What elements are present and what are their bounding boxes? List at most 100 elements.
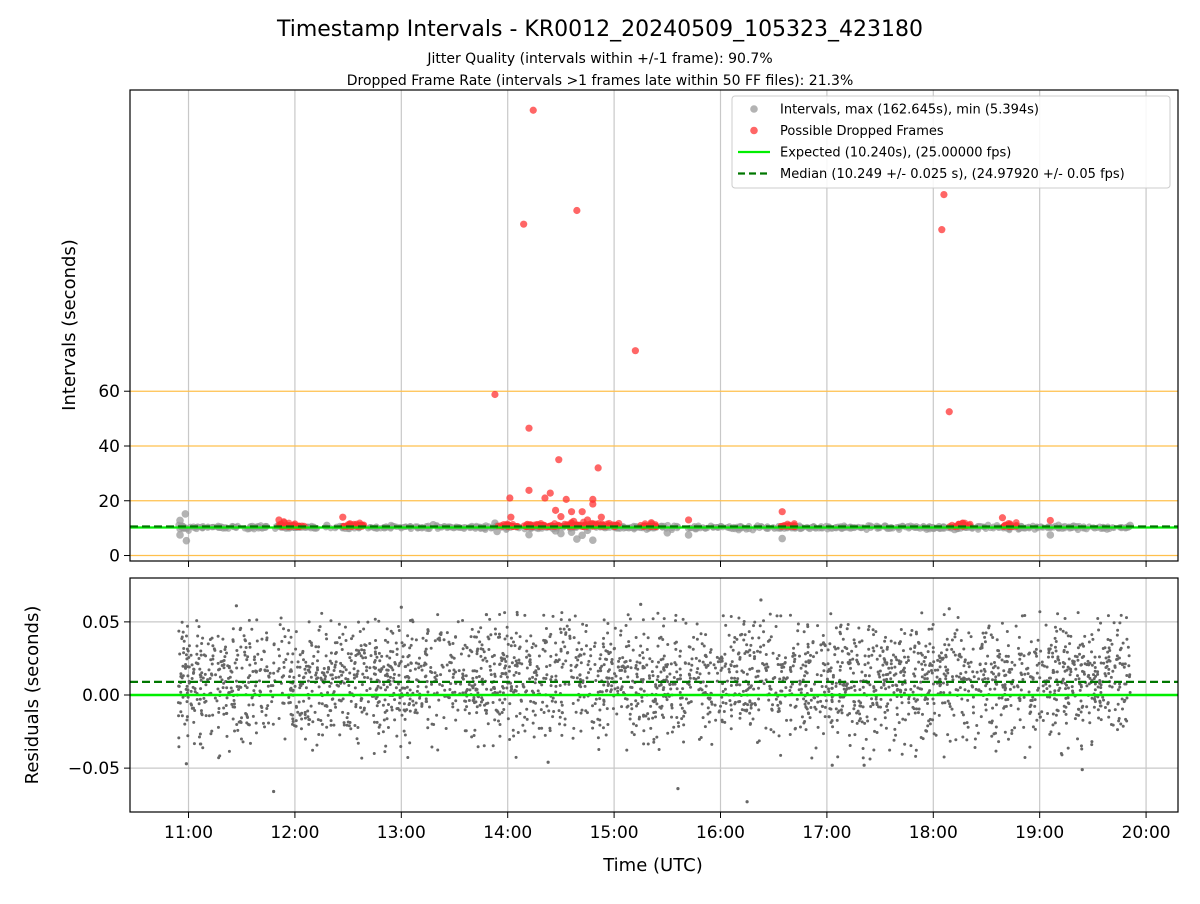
residual-point	[988, 687, 992, 691]
residual-point	[190, 703, 194, 707]
residual-point	[687, 662, 691, 666]
interval-point	[567, 528, 576, 537]
residual-point	[661, 637, 665, 641]
residual-point	[277, 647, 281, 651]
residual-point	[398, 701, 402, 705]
residual-point	[650, 659, 654, 663]
residual-point	[202, 696, 206, 700]
residual-point	[907, 712, 911, 716]
residual-point	[233, 661, 237, 665]
residual-point	[1078, 688, 1082, 692]
residual-point	[436, 613, 440, 617]
residual-point	[359, 697, 363, 701]
residual-point	[1080, 655, 1084, 659]
residual-point	[917, 660, 921, 664]
residual-point	[863, 674, 867, 678]
residual-point	[1064, 687, 1068, 691]
residual-point	[804, 699, 808, 703]
residual-point	[1116, 728, 1120, 732]
residual-point	[1121, 724, 1125, 728]
residual-point	[784, 677, 788, 681]
residual-point	[807, 712, 811, 716]
residual-point	[811, 655, 815, 659]
residual-point	[424, 697, 428, 701]
residual-point	[1038, 610, 1042, 614]
residual-point	[503, 697, 507, 701]
residual-point	[777, 707, 781, 711]
x-tick-label: 14:00	[483, 823, 532, 843]
residual-point	[489, 688, 493, 692]
residual-point	[1073, 654, 1077, 658]
residual-point	[430, 745, 434, 749]
residual-point	[501, 672, 505, 676]
residual-point	[400, 641, 404, 645]
residual-point	[484, 711, 488, 715]
residual-point	[516, 730, 520, 734]
residual-point	[885, 662, 889, 666]
residual-point	[710, 742, 714, 746]
residual-point	[738, 657, 742, 661]
dropped-frame-point	[573, 206, 581, 215]
residual-point	[1006, 644, 1010, 648]
residual-point	[712, 663, 716, 667]
residual-point	[385, 627, 389, 631]
residual-point	[369, 677, 373, 681]
residual-point	[1051, 723, 1055, 727]
residual-point	[699, 735, 703, 739]
residual-point	[1022, 695, 1026, 699]
residual-point	[858, 704, 862, 708]
residual-point	[838, 668, 842, 672]
residual-point	[1077, 707, 1081, 711]
residual-point	[588, 667, 592, 671]
residual-point	[701, 716, 705, 720]
residual-point	[333, 702, 337, 706]
residual-point	[1124, 616, 1128, 620]
residual-point	[645, 648, 649, 652]
residual-point	[559, 618, 563, 622]
residual-point	[1008, 667, 1012, 671]
bottom-ylabel: Residuals (seconds)	[22, 606, 43, 785]
residual-point	[346, 652, 350, 656]
residual-point	[397, 673, 401, 677]
residual-point	[378, 659, 382, 663]
residual-point	[548, 663, 552, 667]
residual-point	[300, 717, 304, 721]
residual-point	[594, 697, 598, 701]
residual-point	[953, 632, 957, 636]
residual-point	[596, 717, 600, 721]
residual-point	[311, 720, 315, 724]
residual-point	[972, 711, 976, 715]
residual-point	[1086, 659, 1090, 663]
residual-point	[676, 721, 680, 725]
residual-point	[512, 690, 516, 694]
residual-point	[420, 668, 424, 672]
residual-point	[569, 663, 573, 667]
residual-point	[708, 650, 712, 654]
residual-point	[645, 663, 649, 667]
residual-point	[933, 668, 937, 672]
residual-point	[176, 701, 180, 705]
residual-point	[253, 661, 257, 665]
residual-point	[442, 638, 446, 642]
residual-point	[554, 684, 558, 688]
residual-point	[791, 651, 795, 655]
residual-point	[776, 703, 780, 707]
residual-point	[543, 733, 547, 737]
dropped-frame-point	[1046, 516, 1054, 525]
residual-point	[381, 730, 385, 734]
residual-point	[340, 673, 344, 677]
residual-point	[568, 618, 572, 622]
residual-point	[341, 632, 345, 636]
residual-point	[528, 654, 532, 658]
residual-point	[911, 690, 915, 694]
residual-point	[230, 702, 234, 706]
residual-point	[925, 677, 929, 681]
residual-point	[740, 632, 744, 636]
residual-point	[642, 742, 646, 746]
residual-point	[874, 688, 878, 692]
residual-point	[242, 634, 246, 638]
residual-point	[669, 687, 673, 691]
residual-point	[872, 748, 876, 752]
residual-point	[969, 660, 973, 664]
residual-point	[375, 655, 379, 659]
